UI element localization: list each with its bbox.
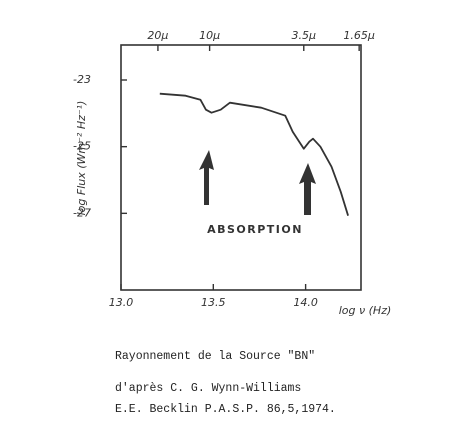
arrow	[299, 163, 316, 215]
y-tick-label: -27	[73, 206, 91, 219]
x2-tick-label: 1.65μ	[343, 29, 375, 42]
x-tick-label: 14.0	[293, 296, 318, 309]
y-tick-label: -25	[73, 140, 91, 153]
plot-frame	[120, 44, 362, 291]
caption: E.E. Becklin P.A.S.P. 86,5,1974.	[115, 403, 336, 416]
x2-tick-label: 10μ	[199, 29, 220, 42]
caption: d'après C. G. Wynn-Williams	[115, 382, 301, 395]
x-tick-label: 13.0	[109, 296, 134, 309]
y-axis-label: log Flux (Wm⁻² Hz⁻¹)	[75, 101, 88, 216]
x-axis-label: log ν (Hz)	[339, 304, 392, 317]
caption: Rayonnement de la Source "BN"	[115, 350, 315, 363]
y-tick-label: -23	[73, 73, 91, 86]
x-tick-label: 13.5	[201, 296, 226, 309]
x2-tick-label: 20μ	[147, 29, 168, 42]
data-line	[159, 92, 349, 216]
x2-tick-label: 3.5μ	[292, 29, 317, 42]
annotation: ABSORPTION	[207, 223, 303, 236]
arrow	[199, 150, 214, 205]
